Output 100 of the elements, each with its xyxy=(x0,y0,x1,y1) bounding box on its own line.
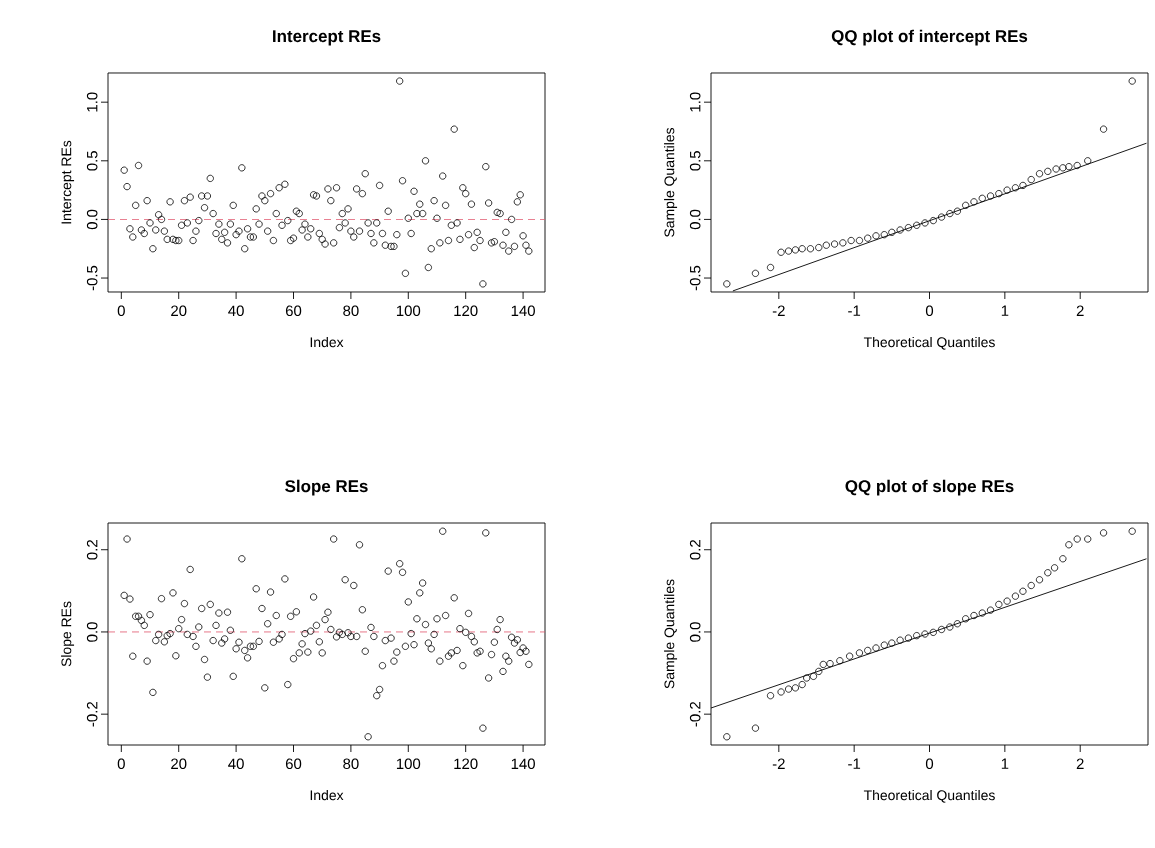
point xyxy=(986,192,995,200)
point xyxy=(1128,77,1136,85)
point xyxy=(864,234,872,242)
point xyxy=(855,649,864,657)
point xyxy=(929,628,937,636)
point xyxy=(921,630,929,638)
point xyxy=(1073,535,1081,543)
y-axis-title: Slope REs xyxy=(61,601,75,667)
x-tick-label: 20 xyxy=(171,305,187,317)
x-tick-label: 20 xyxy=(171,758,187,770)
point xyxy=(1044,569,1052,577)
point xyxy=(1011,184,1020,192)
point xyxy=(880,641,888,649)
point xyxy=(970,198,978,206)
point xyxy=(751,269,760,277)
x-tick-label: 40 xyxy=(228,305,244,317)
point xyxy=(785,685,793,693)
x-tick-label: 60 xyxy=(285,758,302,770)
point xyxy=(839,239,847,247)
point xyxy=(946,623,954,631)
y-axis-title: Sample Quantiles xyxy=(664,127,678,237)
point xyxy=(1003,186,1011,194)
x-tick-label: 60 xyxy=(285,305,302,317)
x-axis-title: Index xyxy=(310,789,344,801)
x-tick-label: 100 xyxy=(396,305,421,317)
point xyxy=(1065,163,1073,171)
point xyxy=(1044,167,1052,175)
point xyxy=(978,609,986,617)
point xyxy=(826,660,834,668)
point xyxy=(978,194,986,202)
x-tick-label: 2 xyxy=(1076,305,1084,316)
point xyxy=(1035,170,1044,178)
point xyxy=(815,243,823,252)
y-tick-label: 0.0 xyxy=(86,209,98,230)
point xyxy=(785,247,793,255)
x-tick-label: 80 xyxy=(343,305,359,317)
y-axis-title: Intercept REs xyxy=(61,140,75,224)
y-tick-label: -0.5 xyxy=(86,265,98,291)
x-tick-label: 1 xyxy=(1001,758,1009,769)
point xyxy=(806,245,815,253)
y-tick-label: 0.0 xyxy=(689,622,701,642)
point xyxy=(777,248,785,256)
point xyxy=(962,201,970,209)
point xyxy=(1099,529,1108,537)
point xyxy=(1073,161,1081,170)
point xyxy=(846,652,854,660)
point xyxy=(798,245,806,253)
point xyxy=(921,219,929,227)
point xyxy=(962,615,970,623)
x-tick-label: 120 xyxy=(454,305,478,317)
x-tick-label: 100 xyxy=(396,758,421,770)
point xyxy=(777,688,785,696)
y-tick-label: 0.5 xyxy=(689,151,701,171)
y-tick-label: -0.2 xyxy=(689,702,701,727)
chart-title: Intercept REs xyxy=(273,30,381,46)
point xyxy=(929,216,937,225)
y-tick-label: 0.0 xyxy=(689,209,701,230)
point xyxy=(888,639,896,647)
point xyxy=(864,646,872,655)
point xyxy=(855,236,864,245)
point xyxy=(995,600,1003,608)
point xyxy=(822,241,830,249)
point xyxy=(953,207,961,215)
point xyxy=(937,213,946,221)
point xyxy=(888,228,896,236)
y-tick-label: 0.5 xyxy=(86,151,98,171)
point xyxy=(1065,541,1073,549)
point xyxy=(1003,597,1011,605)
point xyxy=(872,644,880,652)
point xyxy=(1035,576,1044,584)
chart-title: QQ plot of intercept REs xyxy=(831,29,1028,46)
x-tick-label: 140 xyxy=(511,758,535,770)
point xyxy=(1059,555,1067,563)
x-tick-label: 0 xyxy=(117,758,125,770)
point xyxy=(880,231,888,239)
point xyxy=(1011,592,1020,600)
point xyxy=(723,733,731,741)
x-tick-label: -1 xyxy=(848,758,861,769)
point xyxy=(896,226,904,234)
x-tick-label: 1 xyxy=(1001,305,1009,316)
y-tick-label: -0.5 xyxy=(689,265,701,291)
point xyxy=(766,692,775,700)
point xyxy=(904,224,913,232)
x-axis-title: Theoretical Quantiles xyxy=(863,789,995,803)
point xyxy=(791,246,799,254)
point xyxy=(1084,535,1092,543)
point xyxy=(830,240,839,248)
point xyxy=(723,280,731,288)
point xyxy=(872,232,880,240)
point xyxy=(913,632,921,640)
point xyxy=(937,625,946,634)
x-axis-title: Index xyxy=(310,336,344,348)
x-tick-label: -2 xyxy=(772,305,785,316)
point xyxy=(798,680,806,689)
y-tick-label: 0.2 xyxy=(689,540,701,560)
point xyxy=(1052,165,1060,173)
x-tick-label: 120 xyxy=(454,758,478,770)
point xyxy=(986,606,995,614)
point xyxy=(896,636,904,644)
chart-title: QQ plot of slope REs xyxy=(845,479,1014,496)
